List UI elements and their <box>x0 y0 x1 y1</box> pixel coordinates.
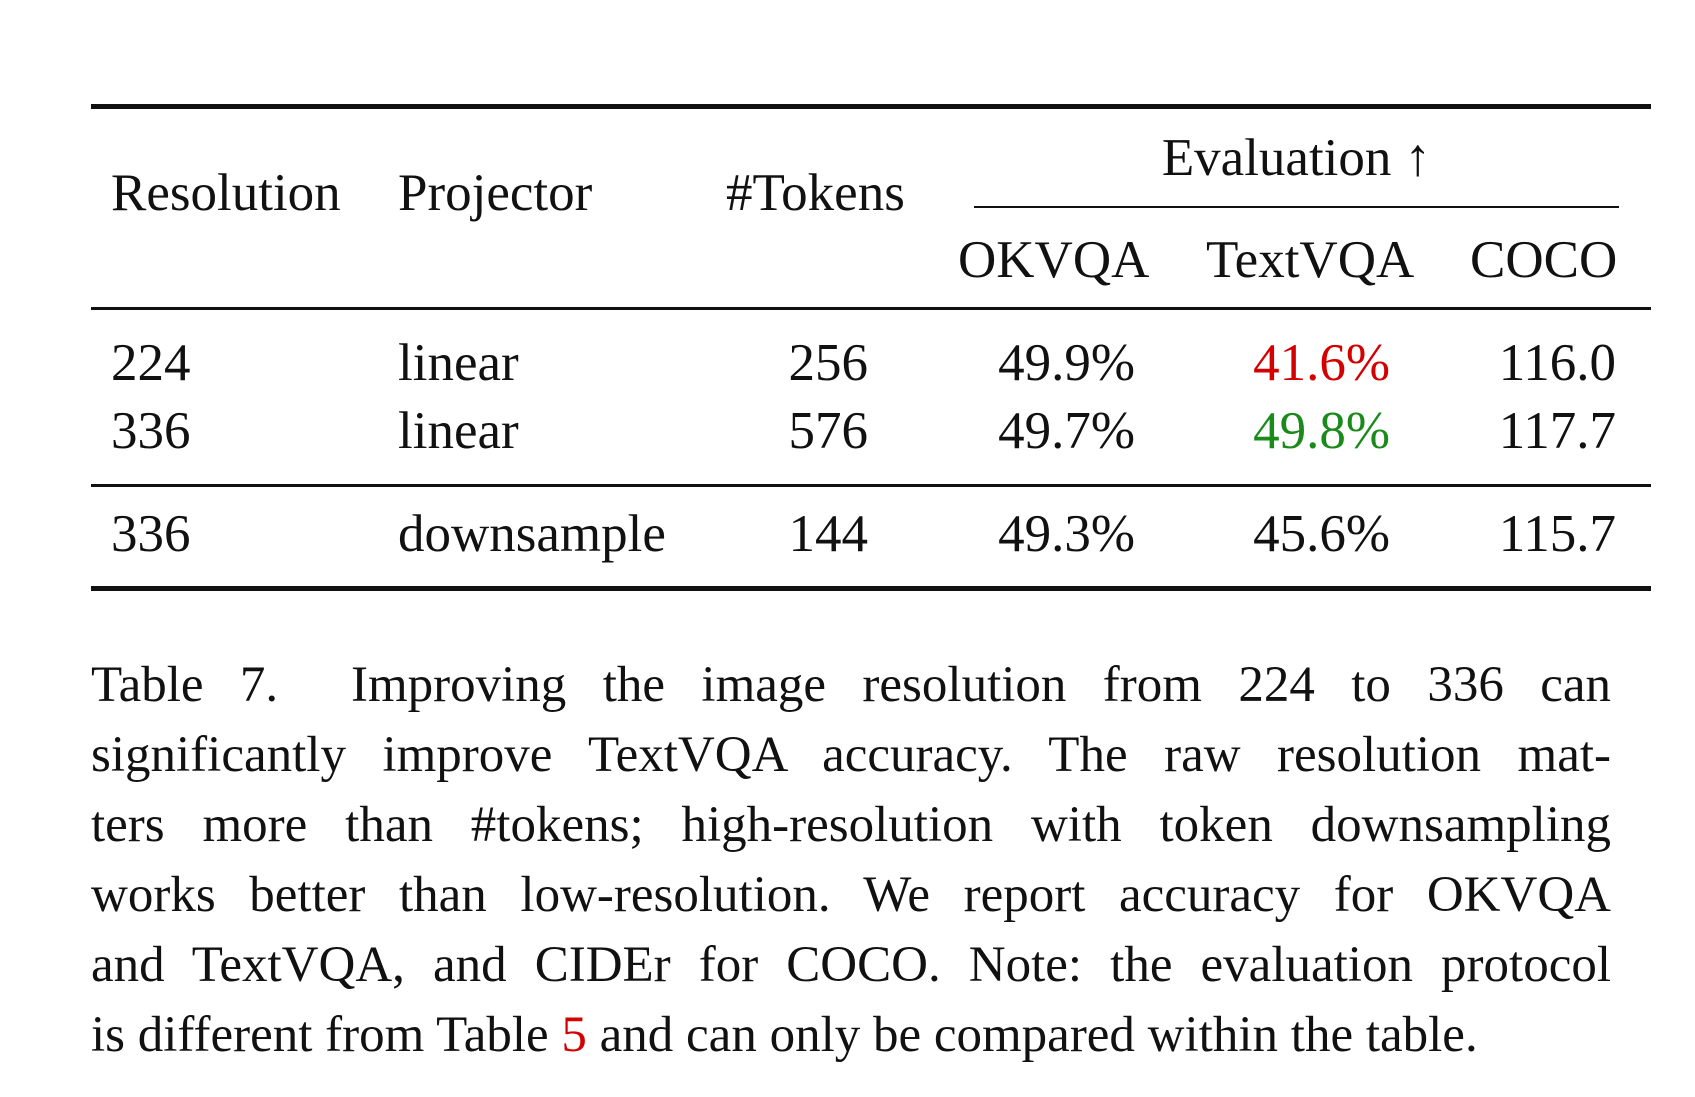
table-top-rule <box>91 104 1651 109</box>
header-evaluation: Evaluation ↑ <box>1161 129 1432 187</box>
caption-line: ters more than #tokens; high-resolution … <box>91 797 1611 853</box>
caption-last-line: is different from Table 5 and can only b… <box>91 1000 1611 1070</box>
cell-coco: 116.0 <box>1498 334 1616 392</box>
header-okvqa: OKVQA <box>958 231 1150 289</box>
header-rule <box>91 307 1651 310</box>
cell-tokens: 144 <box>788 505 869 563</box>
header-coco: COCO <box>1470 231 1618 289</box>
table-reference-link[interactable]: 5 <box>561 1007 587 1063</box>
cell-coco: 117.7 <box>1498 402 1616 460</box>
cell-resolution: 336 <box>111 402 191 460</box>
caption-line: and TextVQA, and CIDEr for COCO. Note: t… <box>91 937 1611 993</box>
cell-textvqa: 45.6% <box>1253 505 1390 563</box>
caption-line: Table 7. Improving the image resolution … <box>91 657 1611 713</box>
evaluation-group-rule <box>974 206 1619 208</box>
cell-coco: 115.7 <box>1498 505 1616 563</box>
header-resolution: Resolution <box>111 164 341 222</box>
caption-line: works better than low-resolution. We rep… <box>91 867 1611 923</box>
section-rule <box>91 484 1651 487</box>
cell-tokens: 576 <box>788 402 869 460</box>
cell-projector: linear <box>398 402 519 460</box>
cell-textvqa-high: 49.8% <box>1253 402 1390 460</box>
cell-resolution: 224 <box>111 334 191 392</box>
header-textvqa: TextVQA <box>1206 231 1415 289</box>
header-tokens: #Tokens <box>726 164 905 222</box>
cell-projector: linear <box>398 334 519 392</box>
cell-okvqa: 49.7% <box>998 402 1135 460</box>
cell-projector: downsample <box>398 505 666 563</box>
cell-tokens: 256 <box>788 334 869 392</box>
header-projector: Projector <box>398 164 593 222</box>
caption-text: and can only be compared within the tabl… <box>586 1007 1478 1063</box>
caption-line: significantly improve TextVQA accuracy. … <box>91 727 1611 783</box>
cell-textvqa-low: 41.6% <box>1253 334 1390 392</box>
table-bottom-rule <box>91 586 1651 591</box>
caption-text: is different from Table <box>91 1007 562 1063</box>
cell-okvqa: 49.3% <box>998 505 1135 563</box>
cell-okvqa: 49.9% <box>998 334 1135 392</box>
table-caption: Table 7. Improving the image resolution … <box>91 650 1611 1070</box>
cell-resolution: 336 <box>111 505 191 563</box>
